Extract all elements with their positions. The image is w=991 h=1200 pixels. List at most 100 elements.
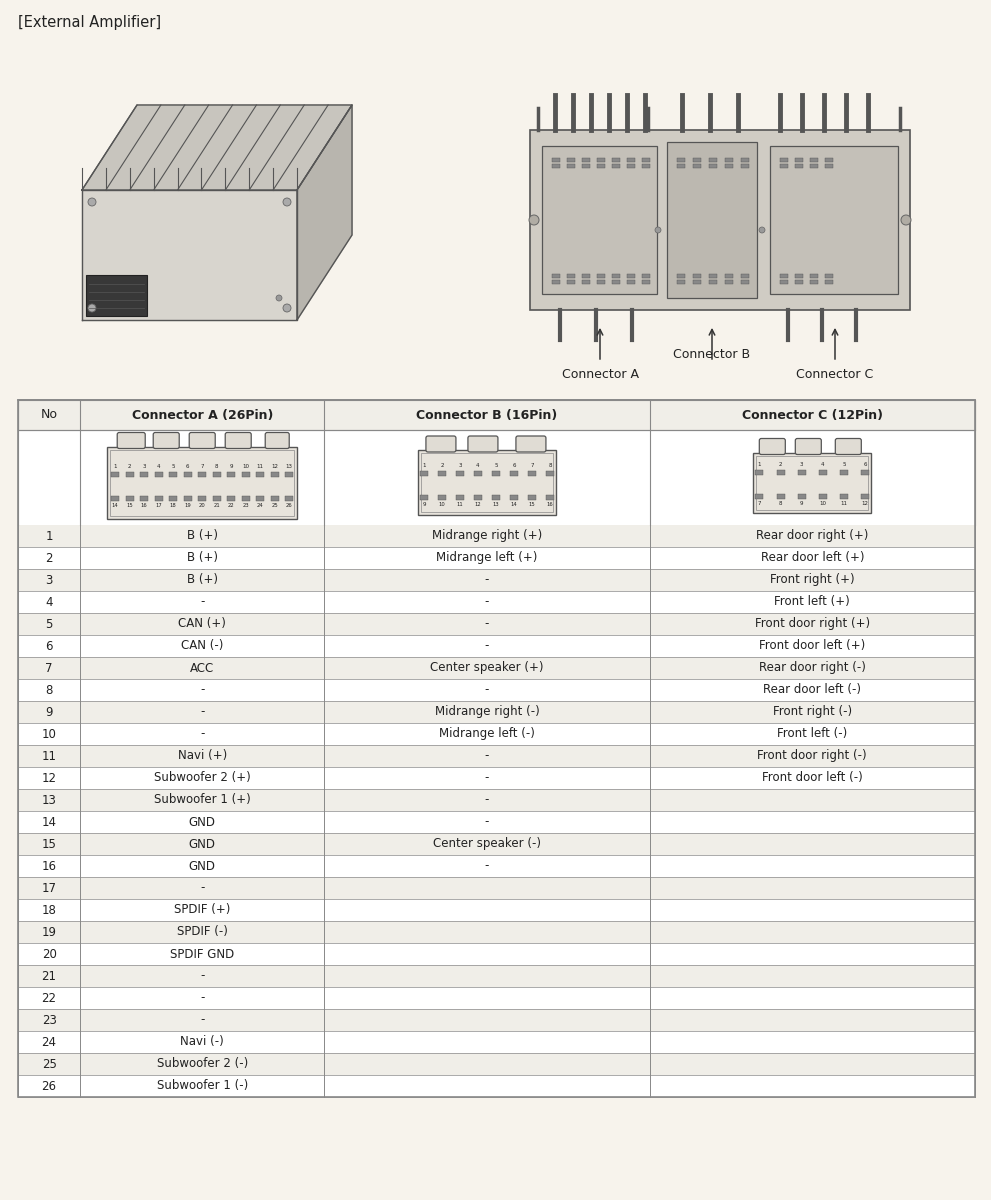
Circle shape [529,215,539,226]
Bar [693,164,701,168]
Text: Connector B: Connector B [674,348,750,361]
Bar [18,877,975,899]
Text: GND: GND [188,816,216,828]
Text: -: - [485,574,490,587]
Text: -: - [200,595,204,608]
Text: SPDIF (-): SPDIF (-) [176,925,228,938]
Bar [725,164,733,168]
Bar [741,164,749,168]
Bar [474,496,482,500]
Bar [198,497,206,502]
Bar [242,497,250,502]
Bar [474,470,482,475]
Bar [840,470,848,475]
Bar [552,280,560,284]
Text: Front door left (-): Front door left (-) [762,772,863,785]
Text: Center speaker (+): Center speaker (+) [430,661,544,674]
Text: 9: 9 [230,464,233,469]
Bar [18,943,975,965]
Text: 8: 8 [548,463,552,468]
Bar [18,569,975,590]
Circle shape [901,215,911,226]
Text: 24: 24 [257,503,264,509]
Bar [198,472,206,476]
Text: 6: 6 [512,463,515,468]
Bar [612,280,620,284]
Text: Subwoofer 1 (+): Subwoofer 1 (+) [154,793,251,806]
Bar [627,274,635,278]
Bar [140,472,149,476]
Bar [709,164,717,168]
Bar [271,497,278,502]
Bar [18,547,975,569]
Text: 13: 13 [493,503,499,508]
Text: 16: 16 [547,503,553,508]
Bar [582,158,590,162]
Text: 18: 18 [42,904,56,917]
Bar [582,164,590,168]
Text: 5: 5 [171,464,175,469]
Bar [169,497,177,502]
FancyBboxPatch shape [835,438,861,455]
Text: 14: 14 [510,503,517,508]
Text: 4: 4 [157,464,161,469]
Bar [18,635,975,658]
Bar [18,899,975,922]
FancyBboxPatch shape [154,432,179,449]
Bar [18,400,975,1097]
Text: 17: 17 [156,503,163,509]
Text: -: - [200,684,204,696]
FancyBboxPatch shape [189,432,215,449]
Text: Front right (-): Front right (-) [773,706,852,719]
Text: 10: 10 [242,464,249,469]
Text: -: - [485,750,490,762]
Circle shape [88,198,96,206]
Bar [755,494,763,499]
Bar [242,472,250,476]
Text: Navi (+): Navi (+) [177,750,227,762]
Bar [770,146,898,294]
FancyBboxPatch shape [796,438,822,455]
Text: 12: 12 [272,464,278,469]
Bar [18,613,975,635]
Bar [612,274,620,278]
Bar [213,497,221,502]
FancyBboxPatch shape [266,432,289,449]
Bar [861,494,869,499]
Text: Subwoofer 2 (-): Subwoofer 2 (-) [157,1057,248,1070]
Text: 15: 15 [42,838,56,851]
Bar [741,158,749,162]
Text: 20: 20 [199,503,205,509]
Text: 4: 4 [46,595,53,608]
Bar [777,470,785,475]
Bar [18,658,975,679]
Bar [677,274,685,278]
Bar [528,470,536,475]
Bar [552,274,560,278]
Text: 14: 14 [42,816,56,828]
Text: Subwoofer 1 (-): Subwoofer 1 (-) [157,1080,248,1092]
Text: Rear door left (-): Rear door left (-) [763,684,861,696]
Bar [612,164,620,168]
Text: 9: 9 [800,502,804,506]
Text: 6: 6 [46,640,53,653]
Text: 26: 26 [285,503,292,509]
Bar [642,158,650,162]
Text: -: - [485,816,490,828]
Bar [552,164,560,168]
Text: -: - [200,727,204,740]
Bar [777,494,785,499]
Text: 20: 20 [42,948,56,960]
Text: Midrange left (-): Midrange left (-) [439,727,535,740]
Bar [438,496,446,500]
Text: 11: 11 [840,502,847,506]
Bar [642,280,650,284]
Bar [169,472,177,476]
Bar [798,470,806,475]
Bar [810,274,818,278]
Text: 16: 16 [141,503,148,509]
Bar [18,790,975,811]
Circle shape [88,304,96,312]
Bar [795,164,803,168]
Bar [111,472,119,476]
